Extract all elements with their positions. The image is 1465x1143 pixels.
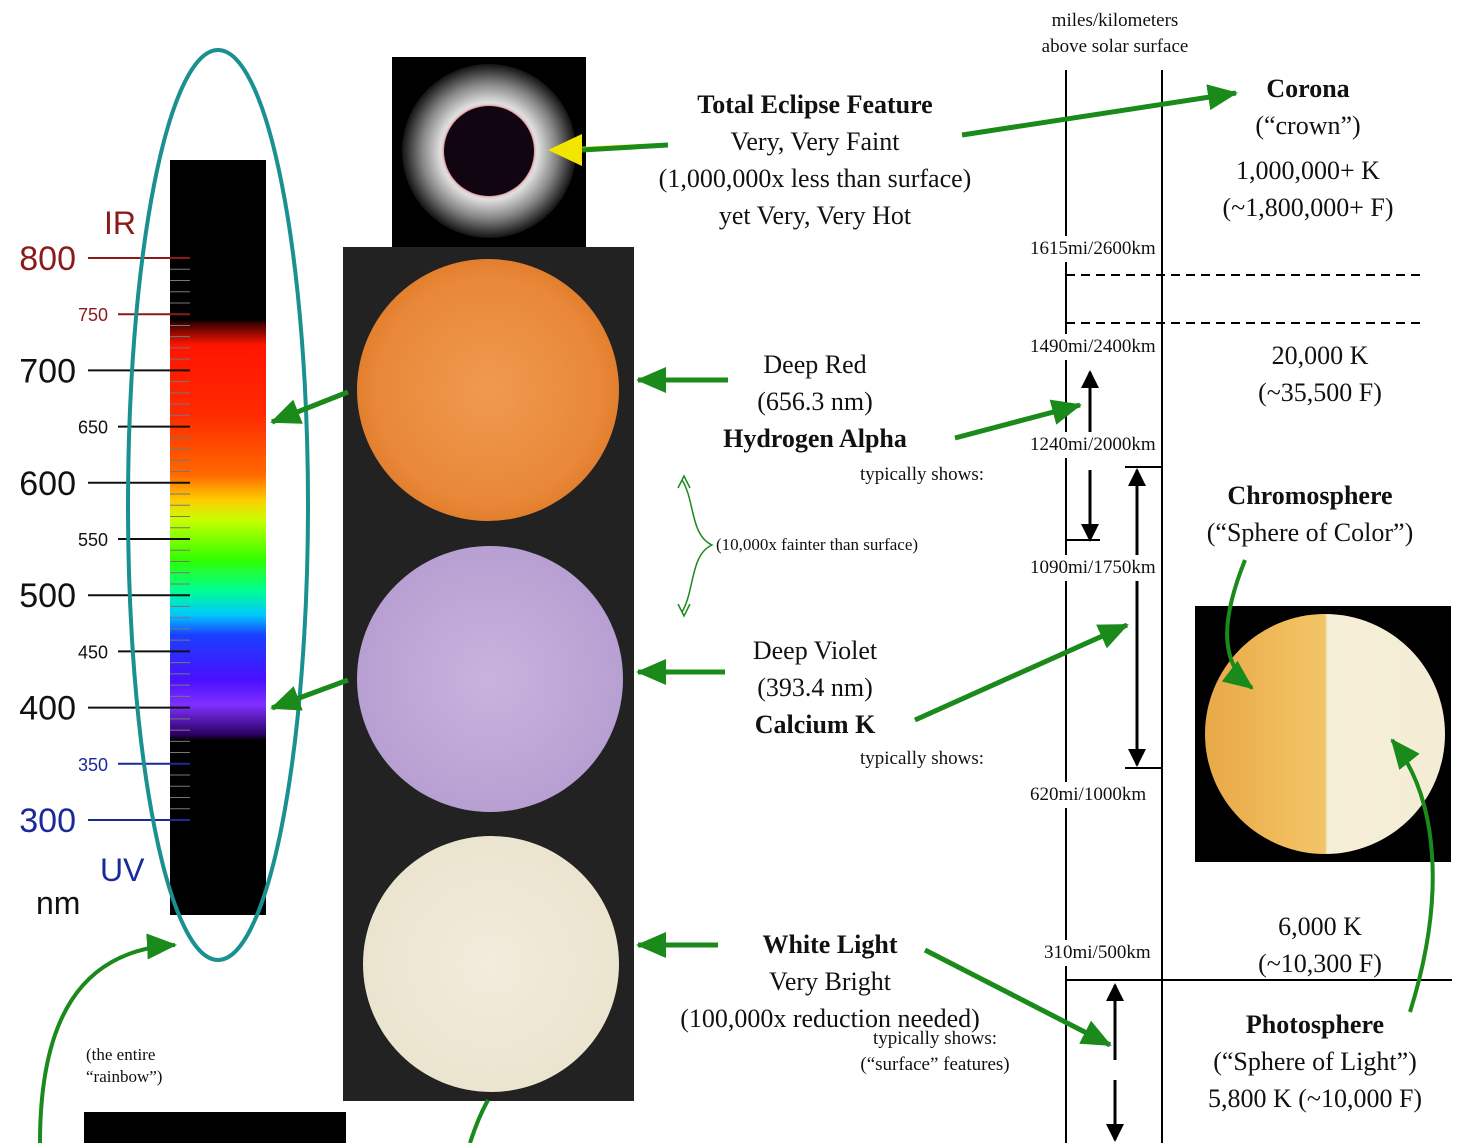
- altitude-310: 310mi/500km: [1044, 940, 1151, 966]
- scale-label-500: 500: [19, 577, 76, 615]
- arrow-photosphere-to-sun: [1390, 738, 1435, 1013]
- altitude-1090: 1090mi/1750km: [1030, 555, 1156, 581]
- white-title: White Light: [762, 930, 898, 959]
- chromo-title-block: Chromosphere (“Sphere of Color”): [1170, 477, 1450, 551]
- corona-temp-k: 1,000,000+ K: [1236, 156, 1380, 185]
- photo-temp-f: (~10,300 F): [1258, 949, 1382, 978]
- spectrum-bar: [170, 160, 266, 915]
- ir-label: IR: [104, 205, 136, 241]
- scale-label-350: 350: [78, 755, 108, 775]
- halpha-text: Deep Red (656.3 nm) Hydrogen Alpha: [690, 346, 940, 457]
- white-shows: typically shows:: [872, 1028, 998, 1049]
- halpha-title: Hydrogen Alpha: [723, 424, 907, 453]
- scale-label-450: 450: [78, 642, 108, 662]
- calk-title: Calcium K: [754, 710, 876, 739]
- white-light-sun: [363, 836, 619, 1092]
- photo-title: Photosphere: [1245, 1010, 1385, 1039]
- scale-label-550: 550: [78, 530, 108, 550]
- eclipse-line3: yet Very, Very Hot: [718, 201, 912, 230]
- chromo-subtitle: (“Sphere of Color”): [1206, 518, 1414, 547]
- scale-label-650: 650: [78, 418, 108, 438]
- scale-label-750: 750: [78, 305, 108, 325]
- scale-label-400: 400: [19, 690, 76, 728]
- arrow-halpha-image-to-spectrum: [270, 389, 349, 425]
- chromo-temp-k: 20,000 K: [1271, 341, 1369, 370]
- arrow-halpha-to-scale: [954, 399, 1082, 441]
- photo-title-block: Photosphere (“Sphere of Light”) 5,800 K …: [1180, 1006, 1450, 1117]
- arrow-white-to-scale: [923, 947, 1112, 1048]
- calcium-sun: [357, 546, 623, 812]
- corona-text: Corona (“crown”) 1,000,000+ K (~1,800,00…: [1190, 70, 1426, 226]
- altitude-1615: 1615mi/2600km: [1030, 236, 1156, 262]
- scale-label-600: 600: [19, 465, 76, 503]
- altitude-1240: 1240mi/2000km: [1030, 432, 1156, 458]
- arrow-eclipse-to-corona: [961, 84, 1238, 138]
- altitude-620: 620mi/1000km: [1030, 782, 1147, 808]
- arrow-calk-image-to-spectrum: [270, 677, 349, 711]
- white-line1: Very Bright: [768, 967, 892, 996]
- corona-temp-f: (~1,800,000+ F): [1222, 193, 1394, 222]
- eclipse-title: Total Eclipse Feature: [697, 90, 933, 119]
- eclipse-text: Total Eclipse Feature Very, Very Faint (…: [600, 86, 1030, 234]
- halpha-shows: typically shows:: [860, 464, 985, 485]
- chromo-temps: 20,000 K (~35,500 F): [1215, 337, 1425, 411]
- bottom-thumbnail: [84, 1112, 346, 1143]
- white-line2: (100,000x reduction needed): [680, 1004, 980, 1033]
- composite-sun-image: [1195, 606, 1451, 862]
- white-text: White Light Very Bright (100,000x reduct…: [630, 926, 1030, 1037]
- eclipse-line2: (1,000,000x less than surface): [658, 164, 972, 193]
- calk-shows: typically shows:: [860, 748, 985, 769]
- chromo-temp-f: (~35,500 F): [1258, 378, 1382, 407]
- scale-header: miles/kilometers above solar surface: [995, 8, 1235, 60]
- scale-label-800: 800: [19, 240, 76, 278]
- fainter-note: (10,000x fainter than surface): [716, 535, 919, 554]
- corona-title: Corona: [1266, 74, 1350, 103]
- photo-temp2: 5,800 K (~10,000 F): [1207, 1084, 1423, 1113]
- altitude-1490: 1490mi/2400km: [1030, 334, 1156, 360]
- photo-temps: 6,000 K (~10,300 F): [1215, 908, 1425, 982]
- white-shows2: (“surface” features): [860, 1054, 1010, 1075]
- photo-subtitle: (“Sphere of Light”): [1213, 1047, 1417, 1076]
- arrow-bottom-curve: [468, 1099, 490, 1143]
- corona-subtitle: (“crown”): [1255, 111, 1361, 140]
- scale-header-line1: miles/kilometers: [1051, 10, 1179, 31]
- calk-line2: (393.4 nm): [757, 673, 873, 702]
- photo-temp-k: 6,000 K: [1278, 912, 1362, 941]
- filtergram-panel: [343, 247, 634, 1101]
- chromo-title: Chromosphere: [1227, 481, 1393, 510]
- scale-label-300: 300: [19, 802, 76, 840]
- fainter-bracket: [681, 479, 714, 613]
- halpha-line2: (656.3 nm): [757, 387, 873, 416]
- calk-text: Deep Violet (393.4 nm) Calcium K: [690, 632, 940, 743]
- scale-label-700: 700: [19, 352, 76, 390]
- arrow-rainbow-to-ellipse: [38, 933, 177, 1143]
- halpha-sun: [357, 259, 619, 521]
- scale-header-line2: above solar surface: [1041, 36, 1189, 57]
- eclipse-green-arrow: [581, 142, 669, 153]
- arrow-calk-to-scale: [913, 622, 1129, 723]
- spectrum-scale: 800 750 700 650 600 550 500 450 400 350 300: [19, 240, 190, 840]
- eclipse-line1: Very, Very Faint: [730, 127, 900, 156]
- spectrum-ellipse: [126, 48, 310, 962]
- uv-label: UV: [100, 852, 145, 888]
- unit-label: nm: [36, 885, 81, 921]
- arrow-chromosphere-to-sun: [1221, 559, 1254, 690]
- rainbow-note: (the entire “rainbow”): [86, 1045, 163, 1086]
- white-shows-block: typically shows: (“surface” features): [820, 1026, 1050, 1078]
- calk-line1: Deep Violet: [752, 636, 878, 665]
- halpha-line1: Deep Red: [763, 350, 867, 379]
